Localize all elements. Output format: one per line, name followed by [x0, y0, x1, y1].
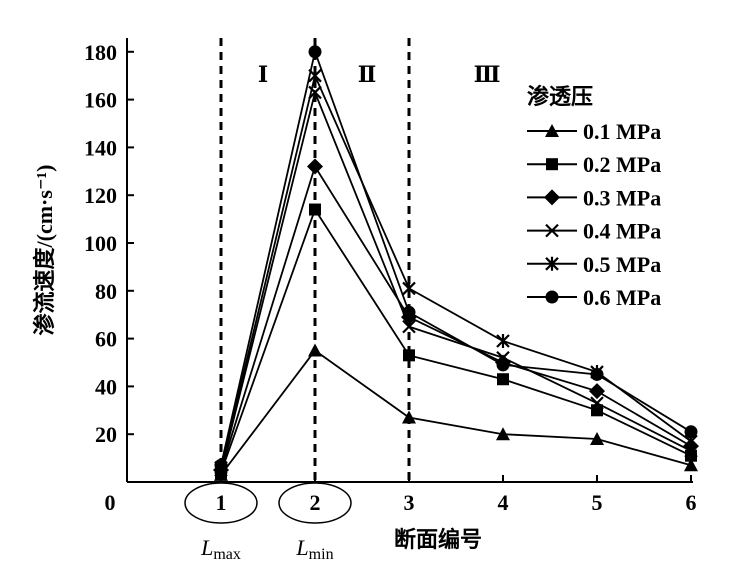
x-tick-label: 0	[105, 490, 116, 515]
series-line	[220, 349, 692, 476]
x-annotation-label: Lmax	[200, 535, 241, 563]
circle-marker	[402, 305, 416, 319]
triangle-marker	[590, 431, 604, 445]
legend-item: 0.2 MPa	[527, 152, 661, 177]
series-line	[220, 89, 692, 471]
legend-item: 0.4 MPa	[527, 219, 661, 244]
asterisk-marker	[545, 256, 559, 271]
legend-item: 0.5 MPa	[527, 252, 661, 277]
triangle-marker	[308, 343, 322, 357]
series-0.6-mpa	[214, 45, 698, 472]
y-tick-label: 120	[84, 183, 117, 208]
x-marker	[545, 223, 559, 238]
square-marker	[309, 203, 321, 216]
x-axis-label: 断面编号	[394, 527, 482, 552]
x-marker	[308, 85, 322, 100]
circle-marker	[684, 425, 698, 439]
series-0.4-mpa	[214, 85, 698, 477]
region-label: Ⅲ	[474, 62, 501, 87]
y-tick-label: 140	[84, 135, 117, 160]
region-label: Ⅱ	[358, 62, 377, 87]
circle-marker	[308, 45, 322, 59]
y-tick-label: 20	[95, 422, 117, 447]
square-marker	[546, 158, 558, 171]
x-marker	[402, 319, 416, 334]
x-marker	[684, 444, 698, 458]
y-axis-label: 渗流速度/(cm·s⁻¹)	[32, 165, 57, 336]
x-annotation-subscript: max	[213, 546, 241, 563]
diamond-marker	[307, 158, 323, 175]
x-tick-label: 2	[310, 490, 321, 515]
triangle-marker	[684, 458, 698, 472]
x-tick-ellipse	[278, 482, 352, 524]
diamond-marker	[589, 383, 605, 400]
legend-item: 0.3 MPa	[527, 185, 661, 210]
x-tick-ellipse	[184, 482, 258, 524]
region-label: Ⅰ	[258, 62, 268, 87]
triangle-marker	[545, 124, 559, 137]
legend-label: 0.2 MPa	[583, 152, 661, 177]
legend-title: 渗透压	[527, 84, 593, 109]
square-marker	[403, 349, 415, 362]
legend-label: 0.1 MPa	[583, 119, 661, 144]
series-0.2-mpa	[215, 203, 697, 479]
x-marker	[590, 396, 604, 410]
y-tick-label: 40	[95, 374, 117, 399]
y-tick-label: 80	[95, 279, 117, 304]
x-tick-label: 3	[404, 490, 415, 515]
legend-item: 0.1 MPa	[527, 119, 661, 144]
circle-marker	[214, 458, 228, 472]
legend-label: 0.3 MPa	[583, 185, 661, 210]
triangle-marker	[402, 410, 416, 424]
circle-marker	[590, 367, 604, 381]
series-line	[220, 48, 692, 466]
x-annotation-label: Lmin	[295, 535, 333, 563]
legend-label: 0.4 MPa	[583, 219, 661, 244]
y-tick-label: 180	[84, 40, 117, 65]
asterisk-marker	[402, 281, 416, 296]
circle-marker	[496, 358, 510, 372]
x-tick-label: 1	[216, 490, 227, 515]
series-line	[220, 164, 692, 471]
x-tick-label: 4	[498, 490, 509, 515]
series-line	[220, 207, 692, 473]
triangle-marker	[496, 427, 510, 441]
asterisk-marker	[496, 333, 510, 348]
x-tick-label: 6	[686, 490, 697, 515]
circle-marker	[545, 290, 559, 304]
diamond-marker	[544, 189, 560, 206]
y-tick-label: 60	[95, 327, 117, 352]
legend-label: 0.6 MPa	[583, 285, 661, 310]
x-annotation-subscript: min	[309, 546, 334, 563]
square-marker	[497, 373, 509, 386]
x-tick-label: 5	[592, 490, 603, 515]
series-0.1-mpa	[214, 343, 698, 481]
legend-label: 0.5 MPa	[583, 252, 661, 277]
legend-item: 0.6 MPa	[527, 285, 661, 310]
y-tick-label: 160	[84, 88, 117, 113]
y-tick-label: 100	[84, 231, 117, 256]
